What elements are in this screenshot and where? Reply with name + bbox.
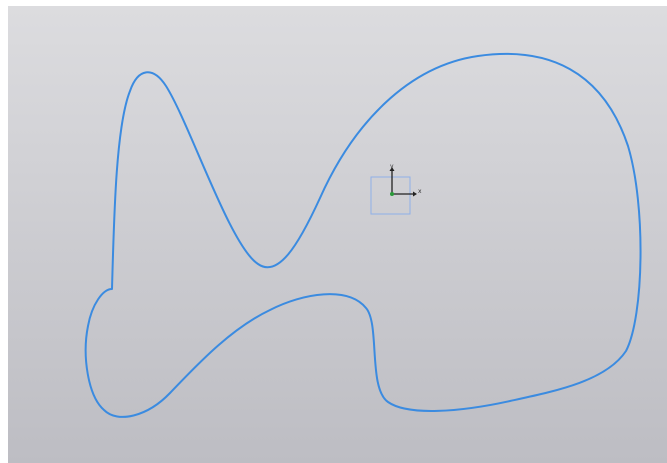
cad-viewport[interactable]: x y [8,6,667,463]
sketch-canvas[interactable]: x y [8,6,667,463]
coordinate-triad-icon[interactable]: x y [370,163,422,215]
x-axis-arrowhead [413,191,417,197]
x-axis-label: x [418,188,422,195]
y-axis-label: y [390,163,394,170]
y-axis-arrowhead [389,167,395,171]
triad-frame [370,176,411,215]
sketch-profile-curve[interactable] [84,52,642,418]
origin-point[interactable] [390,192,394,196]
